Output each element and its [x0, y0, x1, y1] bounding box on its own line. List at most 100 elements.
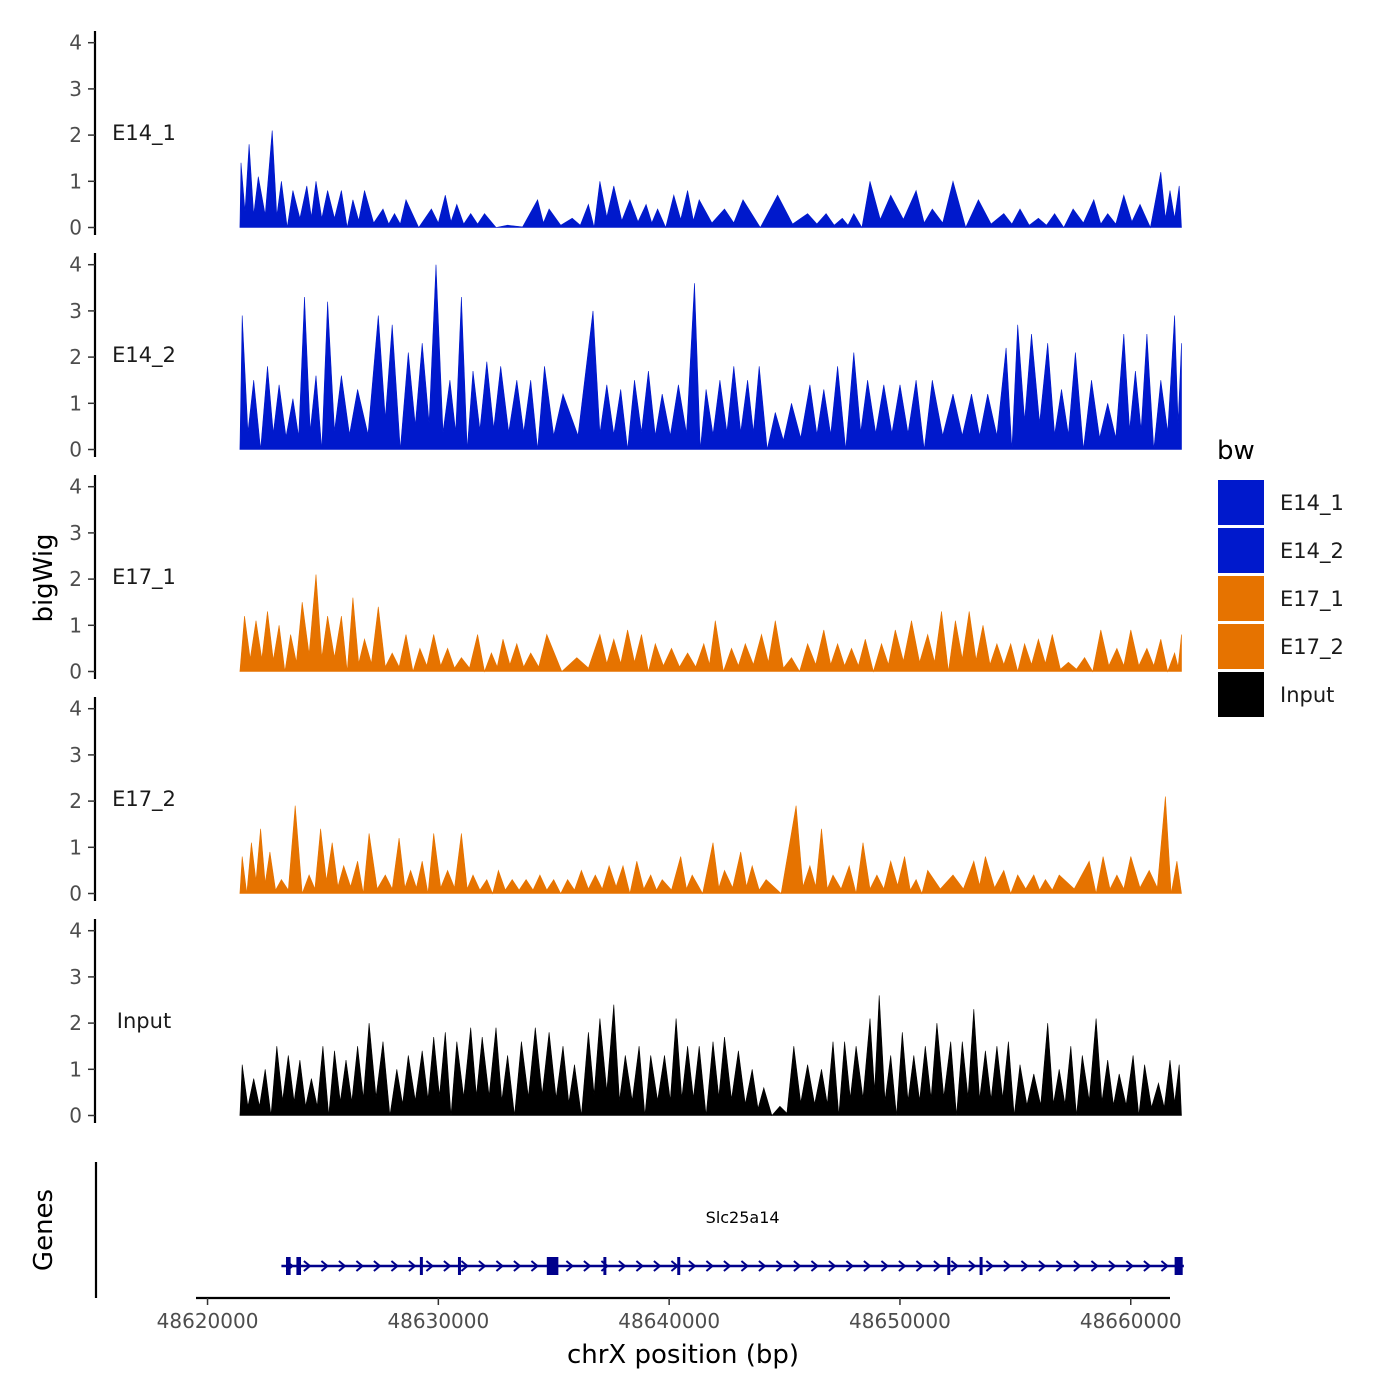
- y-tick-label: 4: [69, 697, 82, 721]
- y-tick-label: 3: [69, 299, 82, 323]
- legend-items: E14_1 E14_2 E17_1 E17_2 Input: [1218, 480, 1344, 717]
- y-tick-label: 2: [69, 123, 82, 147]
- track-e17-1: 0 1 2 3 4 E17_1: [69, 475, 1182, 684]
- strand-arrow: [1073, 1260, 1082, 1272]
- strand-arrow: [478, 1260, 487, 1272]
- gene-exon: [947, 1257, 951, 1275]
- gene-name-label: Slc25a14: [706, 1208, 780, 1227]
- strand-arrow: [338, 1260, 347, 1272]
- strand-arrow: [495, 1260, 504, 1272]
- legend-label: E17_1: [1280, 587, 1344, 612]
- gene-exon: [457, 1257, 461, 1275]
- strand-arrow: [705, 1260, 714, 1272]
- x-axis: 48620000 48630000 48640000 48650000 48660000…: [157, 1296, 1182, 1370]
- strand-arrow: [915, 1260, 924, 1272]
- legend-item-input: Input: [1218, 672, 1334, 717]
- legend-swatch: [1218, 576, 1264, 621]
- y-tick-label: 1: [69, 1057, 82, 1081]
- y-tick-label: 1: [69, 169, 82, 193]
- legend-swatch: [1218, 672, 1264, 717]
- gene-slc25a14: Slc25a14: [281, 1208, 1184, 1275]
- y-tick-label: 3: [69, 77, 82, 101]
- track-label: E17_2: [112, 787, 176, 812]
- y-tick-label: 4: [69, 919, 82, 943]
- strand-arrow: [1143, 1260, 1152, 1272]
- gene-exon: [296, 1257, 302, 1275]
- x-ticks: 48620000 48630000 48640000 48650000 48660000: [157, 1298, 1182, 1333]
- x-axis-title: chrX position (bp): [567, 1340, 799, 1370]
- strand-arrow: [513, 1260, 522, 1272]
- strand-arrow: [390, 1260, 399, 1272]
- legend-swatch: [1218, 480, 1264, 525]
- strand-arrow: [1125, 1260, 1134, 1272]
- strand-arrow: [373, 1260, 382, 1272]
- strand-arrow: [758, 1260, 767, 1272]
- legend-label: E14_2: [1280, 539, 1344, 564]
- strand-arrow: [653, 1260, 662, 1272]
- legend-swatch: [1218, 624, 1264, 669]
- legend-label: E14_1: [1280, 491, 1344, 516]
- strand-arrow: [583, 1260, 592, 1272]
- x-tick-label: 48620000: [157, 1309, 259, 1333]
- y-tick-label: 2: [69, 345, 82, 369]
- track-e17-2: 0 1 2 3 4 E17_2: [69, 697, 1182, 906]
- strand-arrow: [1003, 1260, 1012, 1272]
- legend-item-e17-1: E17_1: [1218, 576, 1344, 621]
- strand-arrow: [1108, 1260, 1117, 1272]
- strand-arrow: [408, 1260, 417, 1272]
- gene-models: Slc25a14: [281, 1208, 1184, 1275]
- strand-arrow: [565, 1260, 574, 1272]
- gene-exon: [419, 1257, 423, 1275]
- legend-title: bw: [1217, 436, 1255, 466]
- y-tick-label: 0: [69, 216, 82, 240]
- legend: bw E14_1 E14_2 E17_1 E17_2 Input: [1217, 436, 1344, 717]
- strand-arrow: [793, 1260, 802, 1272]
- y-tick-label: 2: [69, 789, 82, 813]
- y-tick-label: 3: [69, 965, 82, 989]
- strand-arrow: [635, 1260, 644, 1272]
- track-e14-1: 0 1 2 3 4 E14_1: [69, 31, 1182, 240]
- bigwig-tracks: 0 1 2 3 4 E14_1 0 1 2 3 4 E14_2 0 1 2 3 4 E17_1 0 1 2 3 4 E17_2…: [69, 31, 1182, 1128]
- strand-arrow: [933, 1260, 942, 1272]
- gene-exon: [1174, 1257, 1183, 1275]
- strand-arrow: [443, 1260, 452, 1272]
- y-tick-label: 0: [69, 438, 82, 462]
- legend-label: E17_2: [1280, 635, 1344, 660]
- y-tick-label: 2: [69, 567, 82, 591]
- legend-item-e17-2: E17_2: [1218, 624, 1344, 669]
- track-label: E14_2: [112, 343, 176, 368]
- signal-area: [239, 264, 1182, 450]
- y-tick-label: 1: [69, 613, 82, 637]
- track-e14-2: 0 1 2 3 4 E14_2: [69, 253, 1182, 462]
- legend-label: Input: [1280, 683, 1334, 707]
- signal-area: [239, 574, 1182, 673]
- y-tick-label: 4: [69, 31, 82, 55]
- strand-arrow: [985, 1260, 994, 1272]
- signal-area: [239, 995, 1182, 1117]
- strand-arrow: [460, 1260, 469, 1272]
- track-label: Input: [117, 1009, 171, 1033]
- y-tick-label: 3: [69, 521, 82, 545]
- strand-arrow: [1090, 1260, 1099, 1272]
- gene-exon: [546, 1257, 559, 1275]
- strand-arrow: [425, 1260, 434, 1272]
- gene-panel-title: Genes: [29, 1189, 59, 1271]
- strand-arrow: [845, 1260, 854, 1272]
- legend-swatch: [1218, 528, 1264, 573]
- gene-exon: [603, 1257, 607, 1275]
- y-tick-label: 0: [69, 882, 82, 906]
- y-tick-label: 2: [69, 1011, 82, 1035]
- strand-arrow: [775, 1260, 784, 1272]
- strand-arrow: [320, 1260, 329, 1272]
- strand-arrow: [740, 1260, 749, 1272]
- y-tick-label: 1: [69, 835, 82, 859]
- x-tick-label: 48660000: [1080, 1309, 1182, 1333]
- gene-exon: [677, 1257, 681, 1275]
- track-input: 0 1 2 3 4 Input: [69, 919, 1182, 1128]
- y-tick-label: 0: [69, 1104, 82, 1128]
- track-label: E14_1: [112, 121, 176, 146]
- strand-arrow: [898, 1260, 907, 1272]
- gene-exon: [286, 1257, 291, 1275]
- strand-arrow: [880, 1260, 889, 1272]
